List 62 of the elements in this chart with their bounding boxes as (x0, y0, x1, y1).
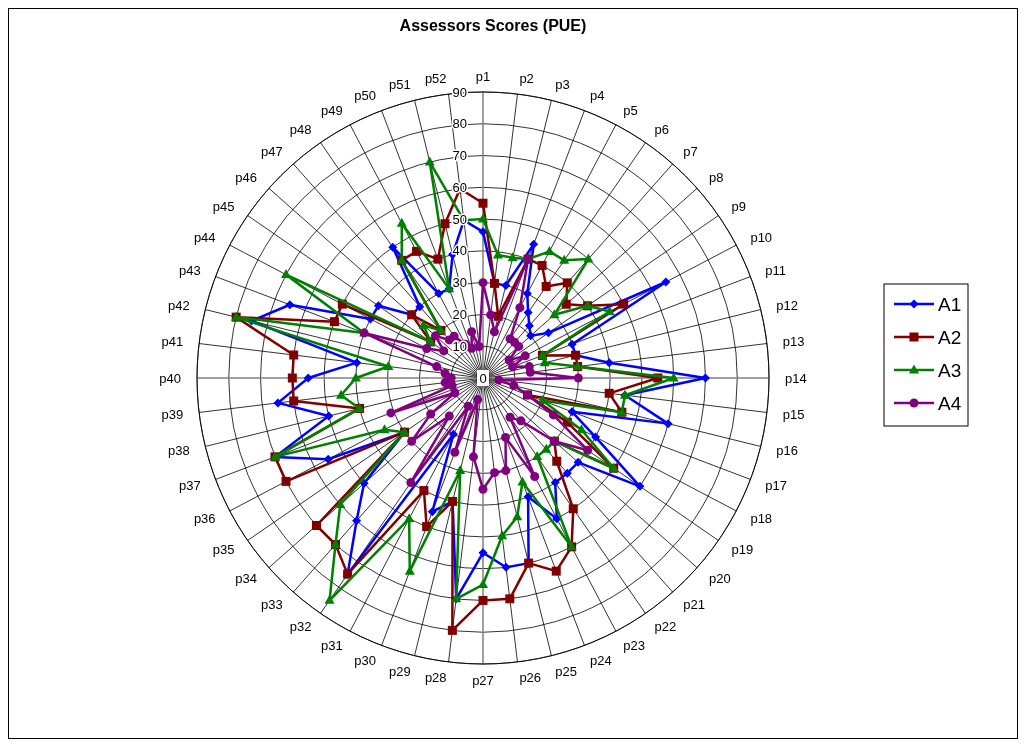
spoke-label: p41 (161, 334, 184, 350)
spoke-label: p23 (623, 637, 646, 653)
spoke-label: p42 (168, 298, 190, 314)
spoke-label: p49 (320, 103, 343, 119)
spoke-label: p17 (765, 477, 788, 493)
y-tick-label: 10 (452, 338, 467, 354)
spoke-label: p4 (590, 88, 605, 104)
spoke-label: p34 (235, 570, 257, 586)
spoke-label: p32 (289, 619, 312, 635)
spoke-label: p6 (654, 122, 670, 138)
spoke-label: p24 (590, 652, 612, 668)
spoke-label: p45 (212, 198, 235, 214)
spoke-label: p39 (161, 406, 184, 422)
y-tick-label: 50 (452, 211, 467, 227)
spoke-label: p18 (750, 510, 773, 526)
legend-label: A4 (938, 392, 962, 414)
spoke-label: p15 (782, 406, 805, 422)
spoke-label: p50 (354, 88, 376, 104)
legend-label: A2 (938, 326, 962, 348)
spoke-label: p28 (424, 670, 447, 686)
spoke-label: p47 (261, 144, 283, 160)
spoke-label: p40 (159, 370, 181, 386)
spoke-label: p38 (168, 442, 190, 458)
spoke-label: p43 (178, 263, 201, 279)
spoke-label: p2 (519, 70, 534, 86)
spoke-label: p9 (731, 198, 747, 214)
spoke-label: p10 (750, 230, 773, 246)
spoke-label: p20 (709, 570, 731, 586)
spoke-label: p48 (289, 122, 312, 138)
chart-title: Assessors Scores (PUE) (399, 17, 587, 34)
spoke-label: p26 (519, 670, 542, 686)
spoke-label: p16 (776, 442, 798, 458)
spoke-label: p19 (731, 542, 754, 558)
legend-label: A3 (938, 359, 962, 381)
spoke-label: p25 (555, 663, 577, 679)
spoke-label: p14 (785, 370, 807, 386)
spoke-label: p29 (389, 663, 411, 679)
spoke-label: p46 (235, 170, 257, 186)
spoke-label: p12 (776, 298, 798, 314)
spoke-label: p1 (475, 68, 491, 84)
spoke-label: p37 (178, 477, 201, 493)
spoke-label: p22 (654, 619, 677, 635)
spoke-label: p51 (389, 77, 411, 93)
spoke-label: p30 (354, 652, 376, 668)
spoke-label: p7 (683, 144, 698, 160)
spoke-label: p21 (683, 596, 705, 612)
spoke-label: p8 (709, 170, 724, 186)
spoke-label: p11 (765, 263, 787, 279)
spoke-label: p3 (555, 77, 570, 93)
spoke-label: p36 (193, 510, 216, 526)
spoke-label: p13 (782, 334, 805, 350)
spoke-label: p33 (261, 596, 283, 612)
spoke-label: p44 (193, 230, 216, 246)
y-tick-label: 20 (452, 306, 467, 322)
spoke-label: p35 (212, 542, 235, 558)
spoke-label: p52 (424, 70, 447, 86)
spoke-label: p5 (623, 103, 638, 119)
spoke-label: p31 (320, 637, 343, 653)
legend-label: A1 (938, 293, 962, 315)
y-tick-label: 30 (452, 275, 467, 291)
y-tick-label: 0 (479, 370, 487, 386)
spoke-label: p27 (472, 672, 494, 688)
